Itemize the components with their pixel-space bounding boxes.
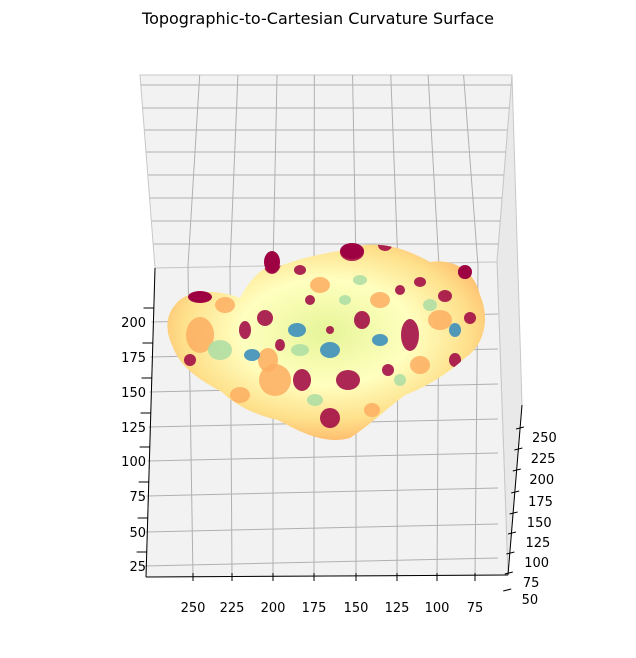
z-tick-label: 100 [121,455,146,470]
x-gridline-back [427,74,440,267]
z-gridline [145,523,499,533]
surface-peak [264,251,280,273]
x-tick-label: 225 [220,601,245,616]
x-gridline-back [187,74,201,267]
curvature-spot [438,290,452,302]
chart-title: Topographic-to-Cartesian Curvature Surfa… [141,9,494,28]
y-tick-mark [509,511,518,515]
curvature-spot [320,342,340,358]
curvature-spot [382,364,394,376]
y-tick-label: 250 [532,431,557,446]
x-axis-line [145,574,509,578]
curvature-spot [239,321,251,339]
y-tick-label: 100 [524,556,549,571]
z-tick-label: 150 [121,386,146,401]
z-tick-label: 50 [129,526,146,541]
z-axis-line [145,267,156,578]
x-gridline-back [272,74,278,267]
z-gridline [144,557,499,567]
curvature-spot [353,275,367,285]
y-tick-mark [511,490,520,494]
curvature-spot [372,334,388,346]
curvature-spot [354,311,370,329]
y-tick-label: 150 [527,516,552,531]
curvature-spot [336,370,360,390]
curvature-spot [364,403,380,417]
z-tick-label: 75 [129,490,146,505]
curvature-spot [184,354,196,366]
y-tick-mark [515,426,525,430]
curvature-spot [186,317,214,353]
y-tick-label: 225 [531,452,556,467]
surface-peak [340,243,364,259]
axis-lines [145,267,523,578]
x-gridline-back [390,74,399,267]
y-tick-label: 125 [526,536,551,551]
curvature-spot [288,323,306,337]
y-tick-mark [512,468,521,472]
x-tick-label: 175 [302,601,327,616]
y-tick-label: 50 [522,593,539,608]
x-gridline-back [463,74,479,267]
curvature-spot [410,356,430,374]
curvature-spot [401,319,419,351]
curvature-spot [320,408,340,428]
y-tick-mark [503,588,512,592]
curvature-spot [215,297,235,313]
curvature-spot [244,349,260,361]
curvature-spot [339,295,351,305]
z-tick-label: 125 [121,421,146,436]
curvature-spot [395,285,405,295]
y-tick-label: 75 [523,576,540,591]
curvature-spot [428,310,452,330]
curvature-spot [370,292,390,308]
curvature-spot [208,340,232,360]
y-tick-label: 175 [528,495,553,510]
x-tick-label: 150 [344,601,369,616]
back-pane [139,74,513,269]
curvature-spot [394,374,406,386]
curvature-spot [257,310,273,326]
x-axis-ticks: 250 225 200 175 150 125 100 75 [181,573,484,616]
curvature-spot [449,353,461,367]
x-gridline-back [352,74,357,267]
z-tick-label: 200 [121,316,146,331]
curvature-spot [259,364,291,396]
curvature-spot [449,323,461,337]
curvature-spot [294,265,306,275]
curvature-spot [414,277,426,287]
y-tick-mark [507,531,517,535]
y-tick-label: 200 [529,473,554,488]
z-tick-label: 175 [121,351,146,366]
y-axis-line [507,404,523,576]
z-tick-label: 25 [129,560,146,575]
y-tick-mark [514,447,523,451]
y-tick-mark [504,571,513,575]
curvature-spot [326,326,334,334]
curvature-spot [423,299,437,311]
x-tick-label: 100 [425,601,450,616]
curvature-spot [464,312,476,324]
surface-plot [167,243,485,440]
curvature-spot [310,277,330,293]
x-gridline-back [229,74,239,267]
z-gridline [146,487,499,497]
z-axis-ticks: 200 175 150 125 100 75 50 25 [121,307,154,575]
curvature-spot [275,339,285,351]
x-tick-label: 125 [385,601,410,616]
curvature-spot [305,295,315,305]
curvature-spot [230,387,250,403]
surface-peak [458,265,472,279]
surface-peak [188,291,212,303]
curvature-spot [307,394,323,406]
y-axis-ticks: 250 225 200 175 150 125 100 75 50 [503,426,557,608]
z-gridline [147,452,499,462]
curvature-spot [293,369,311,391]
x-tick-label: 250 [181,601,206,616]
x-tick-label: 75 [467,601,484,616]
x-tick-label: 200 [261,601,286,616]
curvature-spot [291,344,309,356]
y-tick-mark [506,551,515,555]
